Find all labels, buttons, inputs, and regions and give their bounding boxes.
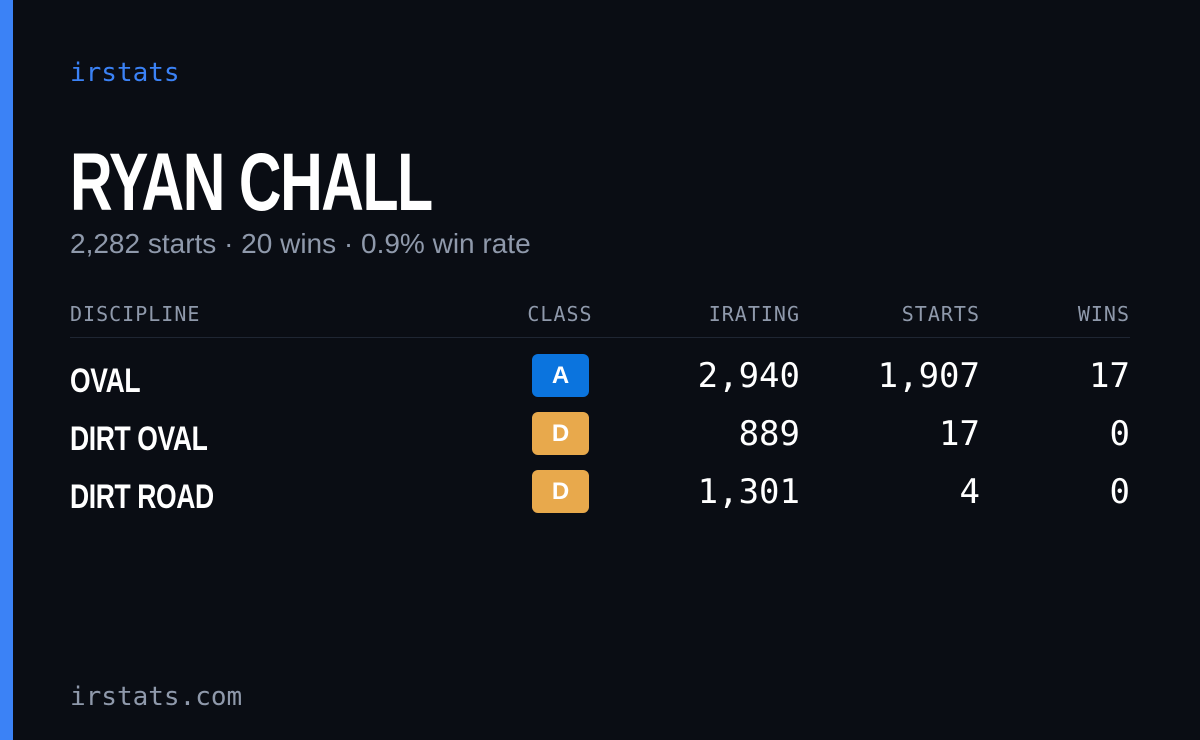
accent-bar — [0, 0, 13, 740]
class-badge: D — [532, 470, 589, 513]
starts-value: 4 — [959, 472, 980, 512]
starts-value: 1,907 — [877, 356, 980, 396]
discipline: DIRT OVAL — [70, 420, 208, 458]
driver-name: RYAN CHALL — [70, 137, 433, 228]
brand: irstats — [70, 58, 180, 88]
irating-value: 1,301 — [697, 472, 800, 512]
irating-value: 889 — [738, 414, 800, 454]
wins-value: 0 — [1109, 472, 1130, 512]
column-header: STARTS — [901, 302, 980, 326]
column-header: DISCIPLINE — [70, 302, 201, 326]
class-badge: A — [532, 354, 589, 397]
wins-value: 0 — [1109, 414, 1130, 454]
footer: irstats.com — [70, 682, 243, 712]
column-header: WINS — [1077, 302, 1130, 326]
discipline: OVAL — [70, 362, 141, 400]
irating-value: 2,940 — [697, 356, 800, 396]
column-header: CLASS — [527, 302, 593, 326]
class-badge: D — [532, 412, 589, 455]
driver-summary: 2,282 starts · 20 wins · 0.9% win rate — [70, 228, 531, 259]
column-header: IRATING — [708, 302, 800, 326]
wins-value: 17 — [1089, 356, 1130, 396]
starts-value: 17 — [939, 414, 980, 454]
header-rule — [70, 337, 1130, 338]
discipline: DIRT ROAD — [70, 478, 214, 516]
